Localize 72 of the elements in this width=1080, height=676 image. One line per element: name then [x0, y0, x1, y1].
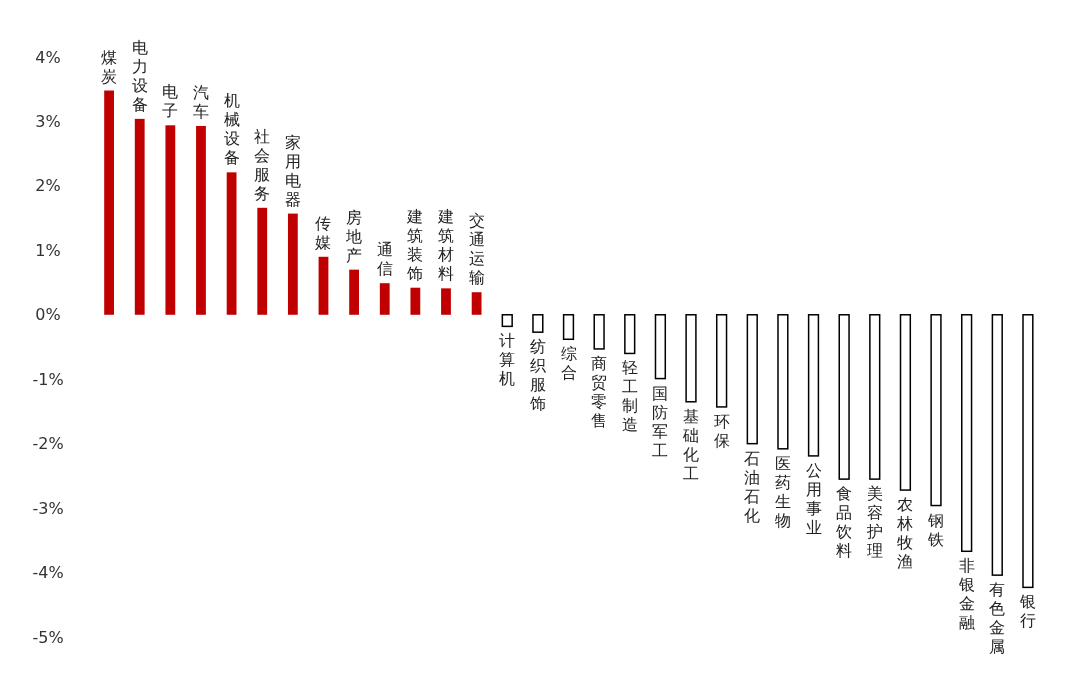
bar [226, 172, 237, 315]
bar [777, 314, 789, 450]
bar [991, 314, 1003, 576]
x-tick-label: 非银金融 [957, 556, 975, 633]
x-tick-label: 有色金属 [989, 580, 1006, 657]
bar [624, 314, 636, 355]
x-tick-label: 通信 [376, 240, 393, 279]
bar [441, 288, 451, 315]
bar [685, 314, 697, 403]
x-tick-label: 食品饮料 [835, 484, 853, 561]
x-tick-label: 交通运输 [468, 211, 485, 288]
bar [134, 118, 145, 315]
x-tick-label: 国防军工 [652, 383, 669, 460]
bar [930, 314, 942, 507]
bar [471, 292, 482, 315]
bar [532, 314, 544, 333]
bar [501, 314, 513, 328]
y-tick-label: 0% [35, 305, 61, 325]
x-tick-label: 房地产 [345, 207, 363, 265]
x-tick-label: 建筑材料 [436, 207, 454, 284]
bar [257, 207, 268, 315]
x-tick-label: 综合 [560, 344, 577, 383]
x-tick-label: 煤炭 [101, 47, 118, 86]
bar [961, 314, 973, 553]
x-tick-label: 建筑装饰 [406, 206, 424, 283]
x-tick-label: 美容护理 [865, 484, 883, 561]
y-tick-label: 1% [35, 240, 61, 260]
y-tick-label: -3% [32, 498, 64, 518]
x-tick-label: 商贸零售 [591, 353, 608, 430]
y-tick-label: -5% [32, 627, 64, 647]
bar [654, 314, 667, 380]
bar [593, 314, 605, 350]
bar [1022, 314, 1034, 589]
bar [349, 269, 360, 315]
x-tick-label: 电力设备 [131, 37, 148, 114]
x-tick-label: 轻工制造 [621, 358, 638, 435]
bar [746, 314, 758, 445]
x-tick-label: 医药生物 [774, 453, 791, 530]
y-tick-label: 2% [35, 176, 61, 196]
bar [869, 314, 881, 480]
x-tick-label: 纺织服饰 [528, 337, 546, 414]
x-tick-label: 家用电器 [284, 132, 301, 209]
bar [379, 283, 390, 315]
bar [838, 314, 850, 480]
x-tick-label: 汽车 [192, 82, 209, 121]
x-tick-label: 钢铁 [927, 510, 945, 549]
bar [715, 314, 728, 408]
x-tick-label: 电子 [162, 82, 179, 121]
bar [318, 256, 329, 315]
bar [899, 314, 912, 491]
y-tick-label: -1% [32, 369, 64, 389]
y-tick-label: -2% [32, 434, 64, 454]
x-tick-label: 基础化工 [682, 406, 700, 483]
bar [562, 314, 575, 341]
bar [196, 125, 206, 315]
x-tick-label: 社会服务 [254, 126, 271, 203]
bar [104, 90, 114, 315]
bar [165, 125, 176, 315]
x-tick-label: 银行 [1018, 592, 1036, 631]
y-tick-label: 3% [35, 112, 61, 132]
bar [287, 213, 298, 315]
x-tick-label: 机械设备 [223, 91, 240, 168]
x-tick-label: 农林牧渔 [896, 495, 914, 572]
x-tick-label: 公用事业 [805, 460, 822, 537]
y-tick-label: 4% [35, 47, 61, 67]
x-tick-label: 计算机 [499, 331, 516, 389]
y-tick-label: -4% [32, 563, 64, 583]
bar [410, 287, 421, 315]
bar [807, 314, 820, 457]
x-tick-label: 石油石化 [744, 448, 761, 525]
x-tick-label: 传媒 [315, 213, 332, 252]
x-tick-label: 环保 [713, 411, 730, 450]
